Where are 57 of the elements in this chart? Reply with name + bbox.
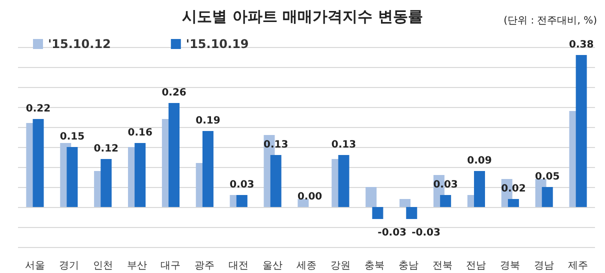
bar <box>440 195 452 207</box>
data-label: 0.38 <box>568 40 594 50</box>
x-tick-label: 대구 <box>160 260 181 272</box>
data-label: 0.02 <box>501 184 526 194</box>
data-label: 0.19 <box>196 116 220 126</box>
legend-label: '15.10.19 <box>186 37 249 51</box>
x-tick-label: 세종 <box>296 260 316 272</box>
data-label: 0.09 <box>467 156 492 166</box>
x-tick-label: 서울 <box>24 260 45 272</box>
x-tick-label: 울산 <box>262 260 283 272</box>
bar <box>474 171 486 207</box>
bar <box>508 199 519 207</box>
data-label: 0.16 <box>128 128 152 138</box>
x-tick-label: 충북 <box>364 260 384 272</box>
legend-label: '15.10.12 <box>48 37 111 51</box>
bar <box>372 207 384 219</box>
data-label: 0.03 <box>433 180 458 190</box>
bar <box>100 159 112 207</box>
x-tick-label: 대전 <box>228 260 249 272</box>
data-label: 0.05 <box>535 172 560 182</box>
data-label: 0.13 <box>264 140 288 150</box>
text: (단위 : 전주대비, %) <box>504 16 598 26</box>
x-tick-label: 경기 <box>58 260 79 272</box>
bar <box>236 195 248 207</box>
bar <box>400 199 411 207</box>
bar <box>406 207 418 219</box>
bar <box>270 155 282 207</box>
bar <box>168 103 180 207</box>
data-label: 0.22 <box>26 104 51 114</box>
bar <box>576 55 587 207</box>
x-tick-label: 경북 <box>500 260 520 272</box>
data-label: 0.12 <box>94 144 119 154</box>
data-label: 0.03 <box>230 180 254 190</box>
x-tick-label: 경남 <box>534 260 554 272</box>
bar <box>32 119 44 207</box>
bar <box>338 155 350 207</box>
x-tick-label: 광주 <box>194 260 215 272</box>
bar <box>134 143 146 207</box>
bar <box>202 131 214 207</box>
bar <box>366 187 377 207</box>
x-tick-label: 인천 <box>92 260 113 272</box>
bar <box>542 187 553 207</box>
bar <box>66 147 78 207</box>
x-tick-label: 전북 <box>432 260 452 272</box>
x-tick-label: 강원 <box>330 260 350 272</box>
x-tick-label: 제주 <box>568 260 588 272</box>
x-tick-label: 충남 <box>398 260 418 272</box>
data-label: 0.26 <box>162 88 186 98</box>
chart-title: 시도별 아파트 매매가격지수 변동률 <box>182 8 423 26</box>
x-tick-label: 전남 <box>466 260 486 272</box>
data-label: -0.03 <box>378 228 407 238</box>
data-label: -0.03 <box>412 228 440 238</box>
data-label: 0.13 <box>331 140 356 150</box>
data-label: 0.00 <box>297 192 322 202</box>
bar <box>298 199 309 207</box>
data-label: 0.15 <box>60 132 85 142</box>
x-tick-label: 부산 <box>126 260 147 272</box>
